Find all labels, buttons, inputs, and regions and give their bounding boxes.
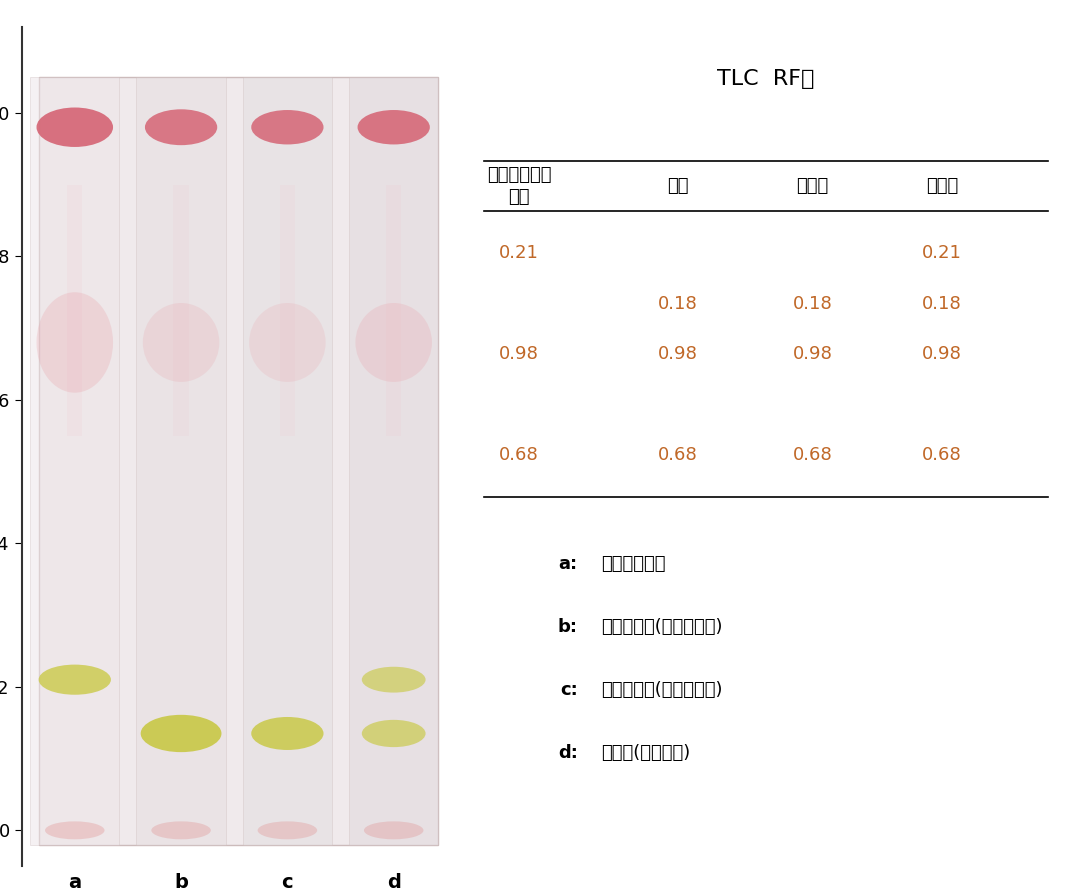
Text: 크림: 크림 xyxy=(667,178,689,196)
Text: 0.18: 0.18 xyxy=(922,295,962,313)
Text: 0.21: 0.21 xyxy=(499,245,539,263)
Ellipse shape xyxy=(364,822,424,839)
Ellipse shape xyxy=(358,110,430,145)
Text: b:: b: xyxy=(558,618,578,636)
Ellipse shape xyxy=(362,720,426,747)
Text: a:: a: xyxy=(559,555,578,573)
Ellipse shape xyxy=(141,714,222,752)
Bar xyxy=(67,185,82,436)
Text: 0.98: 0.98 xyxy=(792,346,832,363)
Ellipse shape xyxy=(45,822,105,839)
Ellipse shape xyxy=(362,667,426,693)
Text: 가공품: 가공품 xyxy=(797,178,829,196)
Text: 0.68: 0.68 xyxy=(922,446,962,463)
Ellipse shape xyxy=(251,110,323,145)
Text: 0.68: 0.68 xyxy=(499,446,539,463)
Ellipse shape xyxy=(249,303,325,382)
Ellipse shape xyxy=(151,822,211,839)
Text: 액상사(파프리카): 액상사(파프리카) xyxy=(601,744,691,762)
Ellipse shape xyxy=(143,303,219,382)
Text: 파프리키색소: 파프리키색소 xyxy=(601,555,666,573)
Text: 0.98: 0.98 xyxy=(922,346,962,363)
Bar xyxy=(349,77,438,845)
Text: TLC  RF값: TLC RF값 xyxy=(717,69,814,88)
Ellipse shape xyxy=(356,303,432,382)
Text: 액상사: 액상사 xyxy=(925,178,958,196)
Text: 파프리카추출
색소: 파프리카추출 색소 xyxy=(486,166,551,206)
Text: 식육가공품(핯콘소세지): 식육가공품(핯콘소세지) xyxy=(601,681,723,699)
Ellipse shape xyxy=(37,107,114,147)
Bar xyxy=(243,77,332,845)
Text: 0.68: 0.68 xyxy=(658,446,697,463)
Ellipse shape xyxy=(39,664,111,695)
Ellipse shape xyxy=(257,822,317,839)
Bar xyxy=(136,77,226,845)
Text: 식물성크림(오렌지크림): 식물성크림(오렌지크림) xyxy=(601,618,723,636)
Bar xyxy=(173,185,189,436)
Text: 0.18: 0.18 xyxy=(658,295,697,313)
Text: 0.98: 0.98 xyxy=(499,346,539,363)
Text: 0.68: 0.68 xyxy=(792,446,832,463)
Text: 0.21: 0.21 xyxy=(922,245,962,263)
Bar xyxy=(30,77,119,845)
Text: 0.98: 0.98 xyxy=(657,346,697,363)
Text: 0.18: 0.18 xyxy=(792,295,832,313)
Ellipse shape xyxy=(37,292,114,393)
Ellipse shape xyxy=(251,717,323,750)
Text: c:: c: xyxy=(560,681,578,699)
Text: d:: d: xyxy=(558,744,578,762)
Ellipse shape xyxy=(145,109,217,146)
Bar xyxy=(386,185,401,436)
Bar xyxy=(280,185,295,436)
